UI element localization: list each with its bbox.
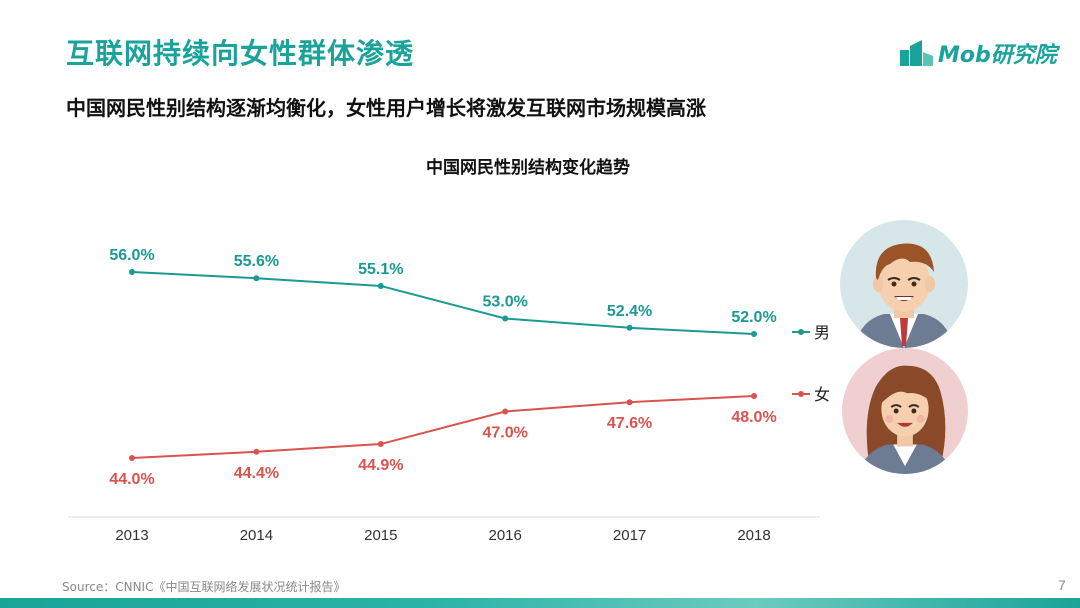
x-tick-label: 2014 bbox=[240, 527, 273, 544]
data-label: 48.0% bbox=[731, 409, 776, 426]
source-note: Source：CNNIC《中国互联网络发展状况统计报告》 bbox=[62, 580, 346, 594]
bottom-accent-bar bbox=[0, 598, 1080, 608]
series-line-female bbox=[131, 395, 755, 459]
data-point bbox=[751, 331, 757, 337]
data-label: 47.6% bbox=[607, 415, 652, 432]
data-point bbox=[253, 448, 260, 455]
data-point bbox=[129, 455, 135, 461]
data-point bbox=[377, 441, 384, 448]
legend-label: 男 bbox=[814, 323, 830, 342]
data-label: 55.1% bbox=[358, 261, 403, 278]
x-tick-label: 2016 bbox=[489, 527, 522, 544]
woman-avatar-icon bbox=[842, 348, 968, 474]
data-point bbox=[253, 275, 260, 282]
man-avatar-icon bbox=[840, 220, 968, 348]
data-label: 56.0% bbox=[109, 247, 154, 264]
data-label: 44.0% bbox=[109, 471, 154, 488]
x-tick-label: 2018 bbox=[737, 527, 770, 544]
legend-label: 女 bbox=[814, 385, 830, 404]
legend-marker bbox=[798, 329, 804, 335]
data-point bbox=[626, 399, 633, 406]
logo: Mob研究院 bbox=[900, 38, 1057, 68]
data-label: 52.4% bbox=[607, 303, 652, 320]
data-label: 52.0% bbox=[731, 309, 776, 326]
data-point bbox=[129, 269, 135, 275]
legend-marker bbox=[798, 391, 804, 397]
data-point bbox=[751, 393, 757, 399]
data-point bbox=[502, 408, 509, 415]
x-tick-label: 2017 bbox=[613, 527, 646, 544]
logo-text: Mob研究院 bbox=[938, 43, 1057, 68]
data-label: 55.6% bbox=[234, 253, 279, 270]
series-line-male bbox=[131, 271, 755, 335]
data-label: 47.0% bbox=[483, 425, 528, 442]
data-label: 44.4% bbox=[234, 465, 279, 482]
page-number: 7 bbox=[1058, 577, 1066, 593]
x-tick-label: 2013 bbox=[115, 527, 148, 544]
data-label: 44.9% bbox=[358, 457, 403, 474]
data-point bbox=[377, 282, 384, 289]
data-point bbox=[626, 324, 633, 331]
page-title: 互联网持续向女性群体渗透 bbox=[66, 37, 415, 70]
data-point bbox=[502, 315, 509, 322]
mob-logo-icon bbox=[900, 40, 933, 66]
data-label: 53.0% bbox=[483, 294, 528, 311]
x-tick-label: 2015 bbox=[364, 527, 397, 544]
page-subtitle: 中国网民性别结构逐渐均衡化，女性用户增长将激发互联网市场规模高涨 bbox=[66, 96, 706, 120]
chart-title: 中国网民性别结构变化趋势 bbox=[426, 158, 630, 178]
